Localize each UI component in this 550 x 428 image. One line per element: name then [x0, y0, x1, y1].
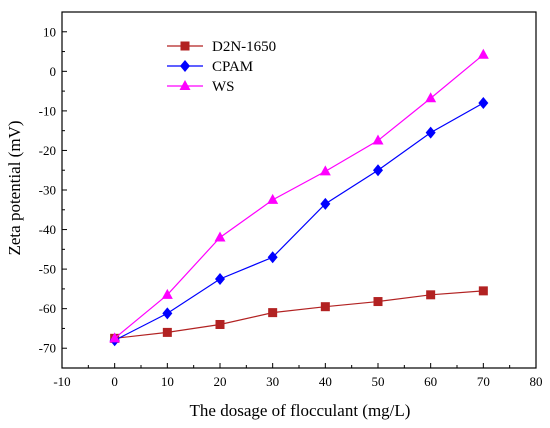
data-point-d2n-1650 — [478, 286, 488, 296]
legend-marker-cpam — [180, 60, 190, 72]
x-tick-label: 80 — [530, 374, 543, 389]
y-tick-label: -40 — [39, 222, 56, 237]
data-point-ws — [214, 231, 226, 242]
x-tick-label: 40 — [319, 374, 332, 389]
x-axis-title: The dosage of flocculant (mg/L) — [190, 401, 411, 420]
data-point-cpam — [320, 197, 331, 210]
data-point-ws — [267, 193, 279, 204]
data-point-cpam — [478, 96, 489, 109]
y-tick-label: 10 — [43, 24, 56, 39]
legend-label-d2n-1650: D2N-1650 — [212, 39, 276, 55]
series-cpam — [109, 96, 489, 347]
data-point-d2n-1650 — [426, 290, 436, 300]
legend-item-cpam: CPAM — [167, 59, 253, 75]
x-tick-label: 50 — [372, 374, 385, 389]
data-point-ws — [477, 48, 489, 59]
x-tick-label: -10 — [53, 374, 70, 389]
series-line-ws — [114, 54, 484, 339]
data-point-d2n-1650 — [373, 297, 383, 307]
data-point-d2n-1650 — [268, 308, 278, 318]
x-tick-label: 60 — [424, 374, 437, 389]
y-tick-label: -10 — [39, 103, 56, 118]
y-tick-label: -30 — [39, 183, 56, 198]
x-tick-label: 20 — [214, 374, 227, 389]
x-tick-label: 0 — [111, 374, 118, 389]
series-line-cpam — [114, 102, 484, 341]
y-tick-label: -20 — [39, 143, 56, 158]
data-point-ws — [372, 134, 384, 145]
data-point-cpam — [215, 273, 225, 285]
data-point-ws — [109, 332, 121, 343]
series-line-d2n-1650 — [114, 290, 484, 339]
series-ws — [109, 48, 489, 343]
y-tick-label: -70 — [39, 341, 56, 356]
y-tick-label: 0 — [50, 64, 57, 79]
data-point-d2n-1650 — [320, 302, 330, 312]
data-point-cpam — [162, 307, 173, 320]
legend-item-d2n-1650: D2N-1650 — [167, 39, 276, 55]
x-tick-label: 30 — [266, 374, 279, 389]
legend-marker-d2n-1650 — [180, 41, 190, 51]
data-point-d2n-1650 — [162, 327, 172, 337]
data-point-ws — [161, 288, 173, 299]
x-tick-label: 70 — [477, 374, 490, 389]
data-point-cpam — [373, 164, 383, 177]
data-point-d2n-1650 — [215, 319, 225, 329]
legend-marker-ws — [179, 80, 191, 90]
y-tick-label: -50 — [39, 262, 56, 277]
legend-label-cpam: CPAM — [212, 59, 253, 75]
y-axis-title: Zeta potential (mV) — [5, 120, 24, 255]
data-point-cpam — [267, 251, 278, 264]
y-tick-label: -60 — [39, 301, 56, 316]
plot-frame — [61, 11, 537, 369]
data-point-ws — [425, 92, 437, 103]
data-point-cpam — [425, 126, 436, 139]
legend-item-ws: WS — [167, 79, 235, 95]
data-point-ws — [319, 165, 331, 176]
x-tick-label: 10 — [161, 374, 174, 389]
legend-label-ws: WS — [212, 79, 235, 95]
